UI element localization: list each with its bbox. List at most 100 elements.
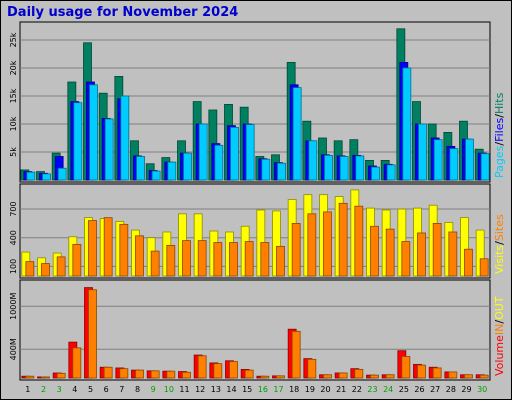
bar-visits-sites-day-26: [417, 232, 426, 277]
x-tick-label-day-14: 14: [226, 385, 236, 394]
bar-hits-pages-day-28: [449, 148, 459, 181]
legend-volume-part: /: [493, 320, 506, 324]
legend-volume-part: Volume: [493, 335, 506, 376]
panel-visits-tick-label: 400: [9, 230, 18, 245]
x-tick-label-day-20: 20: [320, 385, 330, 394]
panel-volume-tick-label: 400M: [9, 338, 18, 360]
x-tick-label-day-25: 25: [399, 385, 409, 394]
bar-volume-out-day-16: [260, 375, 270, 379]
x-tick-label-day-6: 6: [104, 385, 109, 394]
bar-hits-pages-day-4: [73, 102, 83, 181]
panel-visits-tick-label: 100: [9, 259, 18, 274]
bar-visits-sites-day-19: [307, 213, 317, 277]
bar-hits-pages-day-13: [214, 144, 224, 181]
x-tick-label-day-19: 19: [305, 385, 315, 394]
bar-hits-pages-day-26: [418, 123, 427, 181]
bar-visits-sites-day-17: [276, 245, 285, 277]
bar-visits-sites-day-24: [385, 228, 395, 277]
bar-hits-pages-day-10: [167, 161, 177, 181]
bar-volume-out-day-10: [166, 370, 176, 379]
x-tick-label-day-3: 3: [57, 385, 62, 394]
bar-visits-sites-day-25: [401, 241, 411, 277]
bar-hits-pages-day-12: [198, 123, 208, 181]
panel-volume-frame: [19, 279, 491, 381]
bar-volume-out-day-13: [213, 363, 223, 379]
x-tick-label-day-12: 12: [195, 385, 205, 394]
bar-hits-pages-day-2: [42, 173, 51, 181]
bar-hits-pages-day-24: [386, 164, 396, 181]
bar-visits-sites-day-6: [103, 217, 113, 277]
bar-volume-out-day-21: [338, 372, 348, 379]
bar-hits-pages-day-23: [371, 166, 380, 181]
panel-hits-tick-label: 25k: [9, 32, 18, 47]
bar-visits-sites-day-5: [88, 220, 97, 277]
x-tick-label-day-16: 16: [258, 385, 268, 394]
x-tick-label-day-18: 18: [289, 385, 299, 394]
bar-volume-out-day-26: [417, 364, 426, 379]
bar-volume-out-day-1: [25, 375, 35, 379]
bar-visits-sites-day-22: [354, 205, 364, 277]
legend-volume-part: IN: [493, 324, 506, 335]
x-tick-label-day-11: 11: [179, 385, 189, 394]
bar-visits-sites-day-18: [291, 222, 301, 277]
bar-hits-pages-day-6: [104, 118, 114, 181]
bar-volume-out-day-20: [323, 374, 332, 379]
bar-visits-sites-day-28: [448, 231, 458, 277]
bar-volume-out-day-12: [197, 355, 207, 379]
bar-visits-sites-day-29: [464, 248, 473, 277]
bar-hits-pages-day-22: [355, 155, 365, 181]
x-tick-label-day-1: 1: [25, 385, 30, 394]
legend-volume-part: OUT: [493, 296, 506, 320]
panel-visits-tick-label: 700: [9, 201, 18, 216]
legend-hits: Pages/Files/Hits: [493, 92, 506, 178]
bar-visits-sites-day-14: [229, 242, 238, 277]
bar-visits-sites-day-4: [72, 244, 82, 277]
bar-visits-sites-day-9: [150, 250, 160, 277]
bar-hits-pages-day-14: [230, 126, 239, 181]
bar-visits-sites-day-11: [182, 240, 191, 277]
x-tick-label-day-29: 29: [461, 385, 471, 394]
x-tick-label-day-15: 15: [242, 385, 252, 394]
bar-volume-out-day-5: [88, 289, 97, 379]
bar-visits-sites-day-20: [323, 211, 332, 277]
x-tick-label-day-2: 2: [41, 385, 46, 394]
bar-hits-pages-day-9: [151, 170, 161, 181]
bar-visits-sites-day-8: [135, 235, 144, 277]
bar-hits-pages-day-11: [183, 152, 192, 181]
bar-volume-out-day-8: [135, 369, 144, 379]
x-tick-label-day-7: 7: [119, 385, 124, 394]
panel-hits-tick-label: 20k: [9, 60, 18, 75]
bar-hits-pages-day-5: [89, 84, 98, 181]
bar-hits-pages-day-18: [292, 87, 302, 181]
bar-visits-sites-day-3: [56, 256, 66, 277]
x-tick-label-day-8: 8: [135, 385, 140, 394]
bar-volume-out-day-28: [448, 371, 458, 379]
bar-visits-sites-day-7: [119, 223, 129, 277]
bar-visits-sites-day-16: [260, 242, 270, 277]
bar-volume-out-day-22: [354, 368, 364, 379]
panel-hits-frame: [19, 21, 491, 183]
bar-hits-pages-day-27: [433, 139, 443, 181]
legend-hits-part: Pages: [493, 145, 506, 178]
bar-volume-out-day-30: [479, 374, 489, 379]
bar-visits-sites-day-13: [213, 242, 223, 277]
legend-hits-part: Files: [493, 117, 506, 141]
x-tick-label-day-10: 10: [164, 385, 174, 394]
legend-volume: VolumeIN/OUT: [493, 296, 506, 376]
bar-volume-out-day-11: [182, 371, 191, 379]
bar-hits-pages-day-25: [402, 67, 412, 181]
x-tick-label-day-5: 5: [88, 385, 93, 394]
bar-volume-out-day-29: [464, 374, 473, 379]
panel-hits-tick-label: 15k: [9, 88, 18, 103]
bar-hits-pages-day-1: [26, 171, 36, 181]
bar-visits-sites-day-1: [25, 261, 35, 277]
x-tick-label-day-28: 28: [446, 385, 456, 394]
panel-visits-frame: [19, 183, 491, 279]
x-tick-label-day-22: 22: [352, 385, 362, 394]
legend-hits-part: Hits: [493, 92, 506, 114]
bar-visits-sites-day-23: [370, 225, 379, 277]
legend-visits: Visits/Sites: [493, 214, 506, 274]
chart-title: Daily usage for November 2024: [7, 5, 239, 20]
x-tick-label-day-4: 4: [72, 385, 77, 394]
